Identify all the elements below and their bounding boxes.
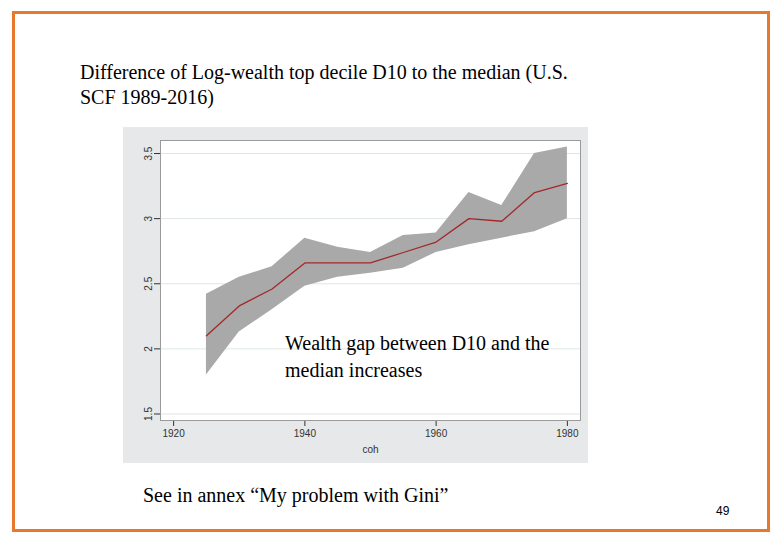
html-text:49: 49 — [716, 504, 730, 518]
svg-text:1920: 1920 — [163, 428, 186, 439]
html-text:Difference of Log-wealth top d: Difference of Log-wealth top decile D10 … — [80, 61, 568, 108]
svg-text:1.5: 1.5 — [143, 407, 154, 421]
html-text:See in annex “My problem with: See in annex “My problem with Gini” — [143, 484, 449, 506]
svg-text:3.5: 3.5 — [143, 146, 154, 160]
svg-text:1940: 1940 — [294, 428, 317, 439]
svg-text:2: 2 — [143, 346, 154, 352]
svg-text:2.5: 2.5 — [143, 276, 154, 290]
svg-text:coh: coh — [362, 444, 378, 455]
svg-text:1980: 1980 — [556, 428, 579, 439]
svg-text:3: 3 — [143, 215, 154, 221]
html-text:Wealth gap between D10 and the: Wealth gap between D10 and the median in… — [285, 332, 550, 381]
svg-text:1960: 1960 — [425, 428, 448, 439]
